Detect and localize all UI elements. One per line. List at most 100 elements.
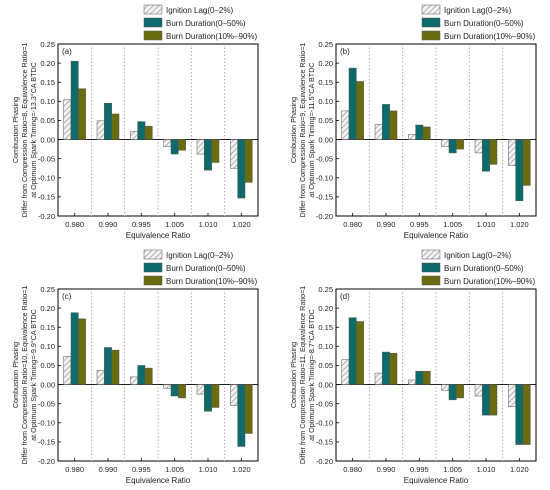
bar-ignition-lag — [163, 384, 172, 389]
y-axis-label-line: Differ from Compression Ratio=11, Equiva… — [298, 286, 307, 464]
legend-swatch — [143, 262, 163, 273]
legend-label: Ignition Lag(0–2%) — [444, 6, 511, 15]
bar-ignition-lag — [230, 384, 238, 406]
y-tick-label: -0.20 — [38, 212, 55, 221]
y-tick-label: -0.05 — [38, 154, 55, 163]
legend-swatch — [421, 249, 441, 260]
legend-label: Ignition Lag(0–2%) — [166, 6, 233, 15]
bar-burn-10-90 — [244, 139, 253, 183]
y-axis-label-line: at Optimum Spark Timing=-8.7°CA BTDC — [307, 309, 316, 441]
y-axis-label-line: Combustion Phasing — [11, 97, 20, 163]
x-tick-label: 0.980 — [65, 465, 84, 474]
bar-burn-10-90 — [389, 110, 398, 140]
x-axis-label: Equivalence Ratio — [404, 476, 469, 485]
bar-ignition-lag — [130, 131, 138, 140]
bar-burn-0-50 — [482, 384, 490, 416]
bar-ignition-lag — [408, 134, 416, 140]
y-tick-label: 0.20 — [40, 304, 55, 313]
bar-burn-0-50 — [515, 139, 524, 201]
x-tick-label: 0.990 — [377, 465, 396, 474]
y-axis-label-line: at Optimum Spark Timing=-11.5°CA BTDC — [307, 62, 316, 197]
x-tick-label: 1.005 — [165, 220, 184, 229]
y-tick-label: -0.20 — [316, 457, 333, 466]
bar-burn-0-50 — [448, 384, 457, 401]
x-tick-label: 1.010 — [477, 220, 496, 229]
y-axis-label-line: Differ from Compression Ratio=9, Equival… — [298, 43, 307, 218]
bar-ignition-lag — [408, 379, 416, 385]
y-tick-label: 0.05 — [318, 116, 333, 125]
bar-ignition-lag — [508, 139, 516, 166]
y-tick-label: -0.15 — [38, 438, 55, 447]
legend-label: Burn Duration(0–50%) — [444, 19, 524, 28]
y-tick-label: 0.25 — [318, 285, 333, 294]
y-tick-label: -0.05 — [316, 154, 333, 163]
y-tick-label: -0.10 — [38, 419, 55, 428]
bar-ignition-lag — [341, 359, 350, 385]
bar-ignition-lag — [130, 376, 138, 385]
x-tick-label: 0.990 — [99, 220, 118, 229]
bar-burn-10-90 — [211, 139, 220, 163]
y-tick-label: 0.05 — [40, 361, 55, 370]
y-tick-label: -0.15 — [316, 193, 333, 202]
bar-burn-10-90 — [422, 370, 431, 385]
x-tick-label: 1.020 — [232, 220, 251, 229]
y-tick-label: -0.20 — [316, 212, 333, 221]
y-tick-label: 0.20 — [40, 59, 55, 68]
legend-label: Burn Duration(10%–90%) — [166, 277, 257, 286]
x-tick-label: 0.990 — [377, 220, 396, 229]
bar-ignition-lag — [96, 120, 105, 140]
bar-burn-0-50 — [104, 102, 112, 140]
bar-burn-0-50 — [237, 139, 246, 199]
y-tick-label: -0.20 — [38, 457, 55, 466]
y-axis-label-line: at Optimum Spark Timing=-9.9°CA BTDC — [29, 309, 38, 441]
bar-burn-0-50 — [204, 139, 212, 171]
panel-label: (d) — [340, 292, 350, 301]
y-tick-label: 0.05 — [318, 361, 333, 370]
bar-burn-10-90 — [178, 384, 186, 399]
bar-burn-10-90 — [456, 384, 464, 399]
legend-label: Burn Duration(0–50%) — [444, 264, 524, 273]
y-tick-label: 0.15 — [318, 78, 333, 87]
y-tick-label: 0.00 — [40, 135, 55, 144]
y-tick-label: 0.25 — [40, 285, 55, 294]
legend-label: Ignition Lag(0–2%) — [444, 251, 511, 260]
bar-burn-10-90 — [356, 321, 364, 385]
x-axis-label: Equivalence Ratio — [126, 231, 191, 240]
bar-ignition-lag — [374, 372, 383, 385]
bar-ignition-lag — [230, 139, 238, 169]
y-tick-label: 0.00 — [318, 380, 333, 389]
bar-burn-0-50 — [382, 351, 390, 385]
bar-burn-10-90 — [244, 384, 253, 434]
bar-ignition-lag — [441, 384, 450, 391]
chart-panel-4: 0.25 0.20 0.15 0.10 0.05 0.00 -0.05 -0.10 -0.15 -… — [289, 249, 537, 485]
y-tick-label: 0.15 — [40, 78, 55, 87]
y-tick-label: -0.05 — [316, 399, 333, 408]
legend-swatch — [143, 275, 163, 286]
legend-label: Burn Duration(0–50%) — [166, 19, 246, 28]
panel-label: (a) — [62, 47, 72, 56]
y-axis-label-line: at Optimum Spark Timing=-13.3°CA BTDC — [29, 62, 38, 198]
panel-label: (b) — [340, 47, 350, 56]
legend-swatch — [421, 275, 441, 286]
legend-swatch — [143, 4, 163, 15]
y-tick-label: 0.20 — [318, 304, 333, 313]
y-tick-label: -0.15 — [38, 193, 55, 202]
x-tick-label: 1.010 — [199, 465, 218, 474]
y-tick-label: -0.15 — [316, 438, 333, 447]
bar-ignition-lag — [196, 384, 205, 395]
bar-burn-10-90 — [78, 88, 86, 140]
bar-burn-10-90 — [422, 126, 431, 140]
y-tick-label: 0.25 — [40, 40, 55, 49]
x-tick-label: 0.990 — [99, 465, 118, 474]
x-tick-label: 1.005 — [165, 465, 184, 474]
x-tick-label: 0.980 — [65, 220, 84, 229]
bar-burn-0-50 — [237, 384, 246, 447]
bar-burn-10-90 — [178, 139, 186, 151]
bar-burn-0-50 — [515, 384, 524, 445]
legend-label: Burn Duration(10%–90%) — [444, 32, 535, 41]
x-tick-label: 1.020 — [510, 220, 529, 229]
legend-swatch — [143, 30, 163, 41]
y-axis-label-line: Combustion Phasing — [289, 97, 298, 163]
bar-burn-0-50 — [448, 139, 457, 154]
